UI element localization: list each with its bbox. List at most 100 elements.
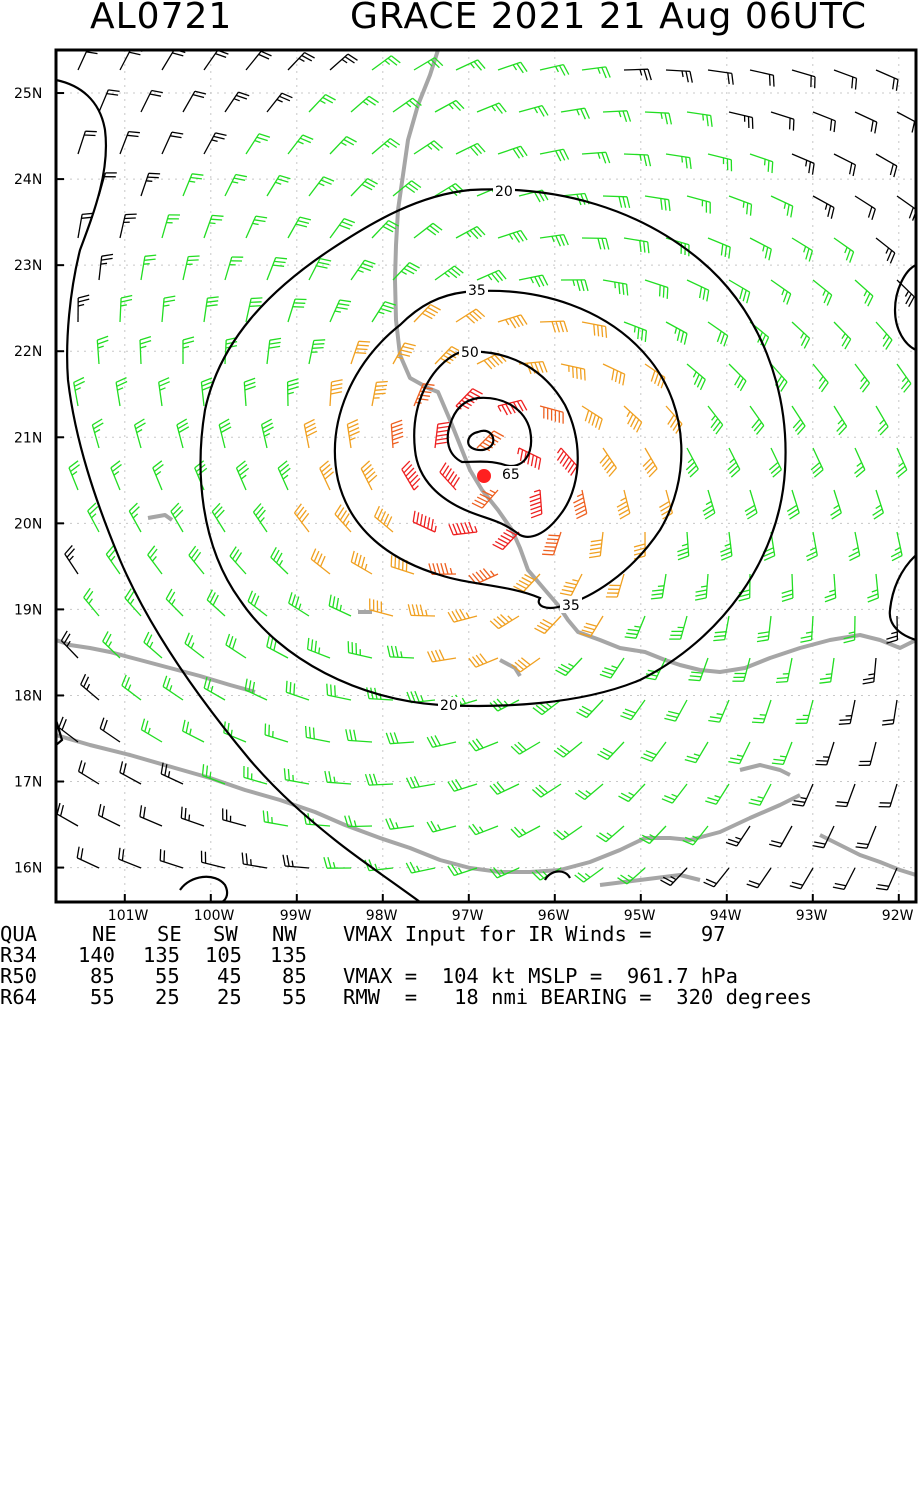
wind-barb — [708, 70, 733, 85]
wind-barb — [225, 257, 243, 280]
wind-barb — [246, 134, 270, 154]
wind-barb — [490, 782, 519, 794]
wind-barb — [183, 720, 204, 742]
wind-barb — [267, 176, 290, 197]
wind-barb — [575, 868, 603, 882]
wind-barb — [557, 448, 577, 476]
wind-barb — [603, 196, 630, 208]
wind-barb — [183, 337, 194, 364]
wind-barb — [835, 784, 855, 807]
wind-barb — [554, 826, 583, 840]
wind-barb — [265, 724, 288, 743]
wind-barb — [666, 154, 691, 169]
wind-barb — [687, 196, 710, 214]
wind-barb — [598, 742, 625, 760]
wind-barb — [855, 112, 877, 133]
rmw-bearing: RMW = 18 nmi BEARING = 320 degrees — [343, 987, 812, 1008]
wind-barb — [129, 503, 141, 532]
wind-barb — [752, 700, 771, 723]
wind-barb — [413, 511, 436, 532]
wind-barb — [366, 774, 394, 785]
contour-west — [56, 80, 420, 902]
wind-barb — [330, 300, 351, 322]
wind-barb — [530, 490, 542, 518]
wind-barb — [582, 322, 607, 338]
wind-barb — [135, 419, 146, 448]
wind-radii-table: QUA NE SE SW NW VMAX Input for IR Winds … — [0, 924, 919, 1014]
wind-barb — [185, 633, 204, 658]
wind-barb — [624, 406, 642, 432]
wind-barb — [792, 154, 814, 175]
wind-barb — [386, 732, 414, 743]
wind-barb — [246, 216, 267, 238]
wind-barb — [849, 532, 860, 561]
wind-barb — [813, 364, 828, 392]
wind-barb — [122, 675, 141, 700]
wind-barb — [99, 254, 113, 280]
wind-barb — [540, 235, 568, 247]
r64-se: 25 — [155, 987, 180, 1008]
wind-barb — [330, 54, 358, 70]
wind-barb — [729, 364, 746, 391]
wind-barb — [867, 574, 878, 602]
wind-barb — [262, 419, 274, 448]
wind-barb — [792, 406, 805, 435]
wind-barb — [720, 532, 732, 560]
wind-barb — [750, 70, 774, 87]
wind-barb — [677, 532, 688, 560]
wind-barb — [325, 771, 351, 784]
lat-label: 17N — [14, 775, 42, 791]
r64-nw: 55 — [282, 987, 307, 1008]
wind-barb — [561, 108, 589, 119]
lat-label: 20N — [14, 516, 42, 532]
wind-barb — [219, 419, 231, 448]
wind-barb — [834, 70, 857, 90]
wind-barb — [498, 62, 527, 73]
wind-barb — [120, 761, 141, 784]
wind-barb — [166, 589, 183, 616]
wind-barb — [283, 855, 309, 868]
wind-barb — [708, 238, 730, 259]
lon-label: 93W — [796, 908, 828, 924]
wind-barb — [582, 152, 610, 163]
wind-barb — [84, 588, 99, 616]
wind-barb — [561, 364, 585, 381]
row-label-r50: R50 — [0, 966, 37, 987]
wind-barb — [666, 70, 692, 83]
wind-barb — [106, 546, 120, 574]
wind-barb — [728, 742, 750, 764]
wind-barb — [600, 658, 624, 678]
wind-barb — [162, 296, 175, 322]
r64-sw: 25 — [217, 987, 242, 1008]
wind-barb — [542, 532, 561, 555]
wind-barb — [897, 196, 917, 221]
r64-ne: 55 — [90, 987, 115, 1008]
wind-barb — [666, 238, 689, 256]
wind-barb — [589, 532, 603, 558]
wind-barb — [456, 60, 485, 70]
wind-barb — [375, 506, 393, 532]
wind-barb — [834, 406, 847, 435]
wind-barb — [855, 196, 875, 220]
wind-barb — [393, 181, 421, 196]
wind-barb — [624, 238, 649, 253]
wind-barb — [651, 574, 666, 599]
wind-barb — [771, 280, 791, 305]
wind-barb — [813, 196, 834, 219]
wind-barb — [79, 760, 99, 784]
wind-barb — [645, 280, 668, 299]
r34-se: 135 — [143, 945, 180, 966]
wind-barb — [882, 700, 897, 725]
wind-barb — [388, 646, 415, 658]
wind-barb — [456, 227, 485, 239]
wind-barb — [708, 406, 723, 434]
wind-barb — [311, 549, 330, 574]
wind-barb — [288, 217, 311, 238]
wind-barb — [428, 650, 456, 662]
wind-barb — [189, 546, 204, 574]
wind-barb — [372, 139, 400, 155]
contour-label: 35 — [468, 283, 486, 299]
wind-barb — [750, 238, 771, 260]
wind-barb — [763, 532, 775, 560]
